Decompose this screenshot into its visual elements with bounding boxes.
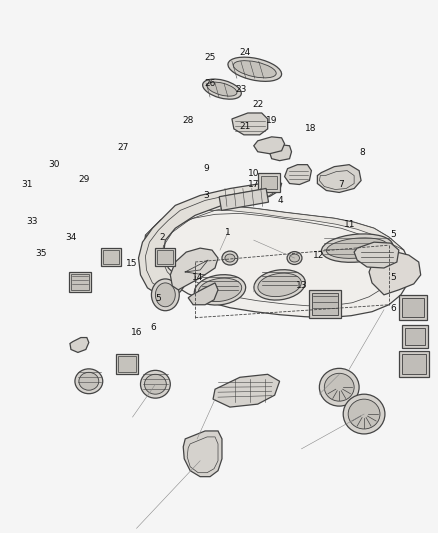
Bar — [157, 250, 173, 264]
Text: 13: 13 — [296, 280, 307, 289]
Ellipse shape — [222, 251, 238, 265]
Text: 12: 12 — [314, 252, 325, 261]
Bar — [71, 274, 89, 290]
Text: 2: 2 — [159, 233, 165, 242]
Text: 3: 3 — [203, 190, 209, 199]
Text: 30: 30 — [48, 160, 60, 169]
Polygon shape — [170, 248, 218, 290]
Polygon shape — [213, 374, 279, 407]
Polygon shape — [70, 337, 89, 352]
Ellipse shape — [207, 82, 237, 96]
Ellipse shape — [145, 374, 166, 394]
Text: 18: 18 — [305, 124, 316, 133]
Ellipse shape — [141, 370, 170, 398]
Ellipse shape — [233, 61, 276, 78]
Text: 34: 34 — [65, 233, 77, 242]
Ellipse shape — [194, 274, 246, 305]
Text: 19: 19 — [265, 116, 277, 125]
Text: 21: 21 — [240, 122, 251, 131]
Polygon shape — [183, 431, 222, 477]
Polygon shape — [254, 137, 285, 154]
Text: 15: 15 — [126, 260, 138, 268]
Polygon shape — [318, 165, 361, 192]
Polygon shape — [145, 205, 404, 250]
Bar — [402, 298, 424, 317]
Text: 29: 29 — [78, 175, 90, 183]
Text: 27: 27 — [117, 143, 129, 152]
Ellipse shape — [155, 283, 175, 307]
Text: 35: 35 — [35, 249, 46, 258]
Polygon shape — [270, 145, 292, 160]
Polygon shape — [285, 165, 311, 184]
Ellipse shape — [198, 278, 242, 302]
Text: 24: 24 — [240, 47, 251, 56]
Text: 33: 33 — [26, 217, 38, 226]
Text: 1: 1 — [225, 228, 230, 237]
Polygon shape — [138, 181, 282, 296]
Ellipse shape — [290, 254, 300, 262]
Bar — [402, 325, 427, 349]
Polygon shape — [369, 252, 421, 295]
Bar — [103, 250, 119, 264]
Ellipse shape — [343, 394, 385, 434]
Bar — [258, 173, 279, 192]
Bar — [219, 189, 268, 211]
Text: 7: 7 — [338, 180, 344, 189]
Text: 6: 6 — [390, 304, 396, 313]
Polygon shape — [145, 205, 411, 318]
Bar — [69, 272, 91, 292]
Text: 16: 16 — [131, 328, 142, 337]
Bar — [116, 354, 138, 374]
Ellipse shape — [319, 368, 359, 406]
Bar — [101, 248, 120, 266]
Ellipse shape — [326, 238, 388, 259]
Ellipse shape — [225, 254, 235, 262]
Ellipse shape — [228, 57, 282, 82]
Text: 25: 25 — [205, 53, 216, 62]
Polygon shape — [188, 283, 218, 305]
Text: 6: 6 — [151, 323, 157, 332]
Bar — [155, 248, 175, 266]
Text: 23: 23 — [235, 85, 247, 94]
Bar — [118, 357, 135, 373]
Bar — [399, 295, 427, 320]
Polygon shape — [354, 242, 399, 268]
Text: 31: 31 — [22, 180, 33, 189]
Ellipse shape — [321, 234, 393, 262]
Bar — [405, 328, 425, 345]
Text: 11: 11 — [344, 220, 355, 229]
Ellipse shape — [203, 79, 241, 99]
Ellipse shape — [287, 252, 302, 264]
Bar — [402, 354, 426, 374]
Bar — [399, 351, 429, 377]
Text: 14: 14 — [191, 272, 203, 281]
Text: 22: 22 — [253, 100, 264, 109]
Ellipse shape — [75, 369, 103, 394]
Text: 28: 28 — [183, 116, 194, 125]
Text: 5: 5 — [155, 294, 161, 303]
Ellipse shape — [258, 273, 301, 296]
Ellipse shape — [254, 270, 305, 300]
Ellipse shape — [79, 373, 99, 390]
Text: 8: 8 — [360, 148, 365, 157]
Text: 26: 26 — [205, 79, 216, 88]
Text: 4: 4 — [277, 196, 283, 205]
Ellipse shape — [324, 373, 354, 401]
Ellipse shape — [348, 399, 380, 429]
Bar — [312, 293, 338, 314]
Text: 10: 10 — [248, 169, 260, 179]
Text: 17: 17 — [248, 180, 260, 189]
Polygon shape — [232, 113, 268, 135]
Text: 9: 9 — [203, 164, 209, 173]
Text: 5: 5 — [390, 272, 396, 281]
Bar — [261, 175, 277, 190]
Text: 5: 5 — [390, 230, 396, 239]
Ellipse shape — [152, 279, 179, 311]
Bar — [309, 290, 341, 318]
